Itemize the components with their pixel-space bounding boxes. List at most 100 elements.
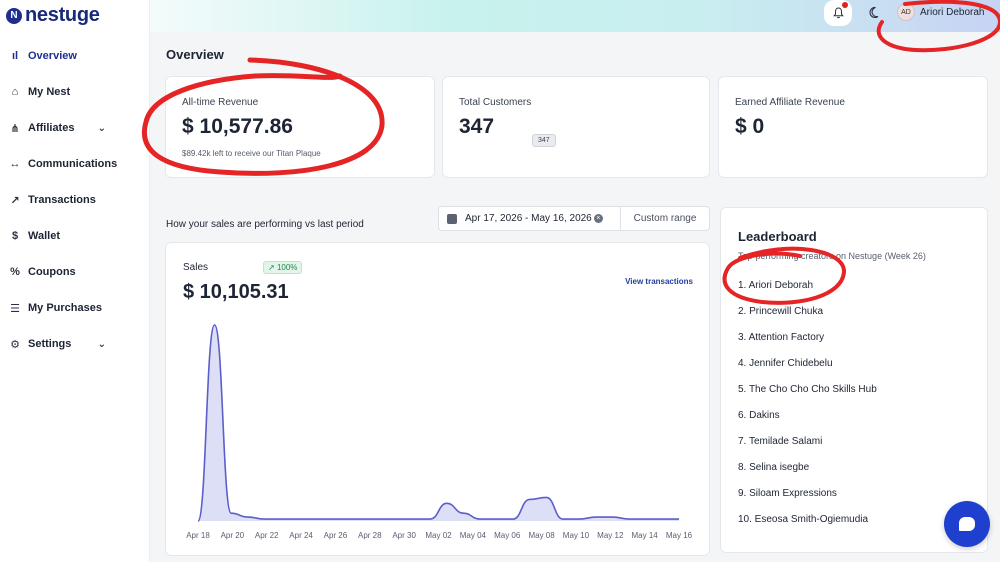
leaderboard-subtitle: Top-performing creators on Nestuge (Week… [738,251,926,261]
sidebar-item-communications[interactable]: ↔ Communications [0,146,150,182]
leaderboard-item: 3. Attention Factory [738,332,825,343]
leaderboard-item: 10. Eseosa Smith-Ogiemudia [738,514,869,525]
sidebar-item-label: Coupons [28,266,76,278]
bar-chart-icon: ıl [11,50,19,62]
leaderboard-item: 9. Siloam Expressions [738,488,837,499]
leaderboard-item: 6. Dakins [738,410,780,421]
sidebar-item-coupons[interactable]: % Coupons [0,254,150,290]
sidebar-item-transactions[interactable]: ↗ Transactions [0,182,150,218]
sales-change-badge: ↗ 100% [263,261,303,274]
date-range-picker: Apr 17, 2026 - May 16, 2026 × Custom ran… [438,206,710,231]
moon-icon [869,6,878,18]
leaderboard-list: 1. Ariori Deborah 2. Princewill Chuka 3. A… [738,280,877,540]
chevron-down-icon[interactable]: ⌄ [97,338,106,350]
date-range-value: Apr 17, 2026 - May 16, 2026 [465,213,592,224]
sales-card: Sales ↗ 100% $ 10,105.31 View transactio… [165,242,710,556]
chat-button[interactable] [944,501,990,547]
calendar-icon [447,213,457,224]
view-transactions-link[interactable]: View transactions [625,277,693,286]
x-tick-label: May 12 [597,531,624,540]
sidebar-nav: ıl Overview ⌂ My Nest ⋔ Affiliates ⌄ ↔ Communica… [0,38,150,362]
sales-label: Sales [183,262,209,273]
leaderboard-title: Leaderboard [738,229,817,244]
leaderboard-item: 1. Ariori Deborah [738,280,814,291]
percent-icon: % [10,266,20,278]
x-tick-label: Apr 26 [324,531,348,540]
x-tick-label: May 10 [563,531,590,540]
affiliate-revenue-label: Earned Affiliate Revenue [735,97,845,108]
sidebar-item-label: Overview [28,50,77,62]
logo-mark-icon: N [6,7,22,24]
sales-area [198,325,679,521]
x-tick-label: May 16 [666,531,693,540]
list-icon: ☰ [10,302,20,315]
x-tick-label: May 08 [528,531,555,540]
sales-line [197,324,679,522]
sidebar-item-my-nest[interactable]: ⌂ My Nest [0,74,150,110]
chat-bubble-icon [959,517,975,531]
x-tick-label: Apr 28 [358,531,382,540]
x-tick-label: Apr 20 [221,531,245,540]
top-bar [150,0,1000,32]
sidebar-item-label: Settings [28,338,72,350]
x-tick-label: May 14 [632,531,659,540]
nest-icon: ⌂ [11,86,19,98]
sidebar-item-label: Wallet [28,230,60,242]
arrows-icon: ↔ [9,158,21,170]
x-tick-label: May 02 [425,531,452,540]
leaderboard-item: 2. Princewill Chuka [738,306,824,317]
sidebar-item-affiliates[interactable]: ⋔ Affiliates ⌄ [0,110,150,146]
sales-value: $ 10,105.31 [183,281,289,303]
brand-logo[interactable]: N nestuge [6,4,100,27]
x-tick-label: Apr 22 [255,531,279,540]
customers-badge: 347 [532,134,556,147]
leaderboard-item: 8. Selina isegbe [738,462,810,473]
sidebar-item-label: My Purchases [28,302,102,314]
notifications-button[interactable] [824,0,852,26]
custom-range-button[interactable]: Custom range [633,213,697,224]
sales-chart: Apr 18 Apr 20 Apr 22 Apr 24 Apr 26 Apr 28 Apr … [186,324,693,540]
affiliates-icon: ⋔ [10,122,20,135]
sidebar-item-wallet[interactable]: $ Wallet [0,218,150,254]
brand-name: nestuge [25,4,100,26]
arrow-up-right-icon: ↗ [268,263,275,272]
date-range-field[interactable]: Apr 17, 2026 - May 16, 2026 × [439,207,621,230]
x-tick-label: Apr 18 [186,531,210,540]
sidebar-item-label: Affiliates [28,122,75,134]
sidebar-item-label: Transactions [28,194,96,206]
theme-toggle-button[interactable] [866,3,884,21]
sidebar-item-label: My Nest [28,86,71,98]
sidebar: N nestuge ıl Overview ⌂ My Nest ⋔ Affiliates ⌄… [0,0,150,562]
sidebar-item-settings[interactable]: ⚙ Settings ⌄ [0,326,150,362]
x-tick-label: May 06 [494,531,521,540]
leaderboard-card: Leaderboard Top-performing creators on N… [720,207,988,553]
sidebar-item-my-purchases[interactable]: ☰ My Purchases [0,290,150,326]
user-name: Ariori Deborah [920,6,985,18]
x-tick-label: Apr 30 [392,531,416,540]
avatar: AD [897,3,915,21]
affiliate-revenue-card: Earned Affiliate Revenue $ 0 [718,76,988,178]
leaderboard-item: 7. Temilade Salami [738,436,823,447]
revenue-card: All-time Revenue $ 10,577.86 $89.42k lef… [165,76,435,178]
customers-label: Total Customers [459,97,532,108]
revenue-label: All-time Revenue [182,97,259,108]
trend-icon: ↗ [10,194,20,207]
affiliate-revenue-value: $ 0 [735,115,765,138]
x-tick-label: May 04 [460,531,487,540]
sidebar-item-label: Communications [28,158,118,170]
customers-value: 347 [459,115,495,138]
revenue-value: $ 10,577.86 [182,115,293,138]
gear-icon: ⚙ [10,338,20,351]
sales-change-value: 100% [276,263,298,272]
performance-caption: How your sales are performing vs last pe… [166,219,364,230]
leaderboard-item: 5. The Cho Cho Cho Skills Hub [738,384,877,395]
x-tick-label: Apr 24 [289,531,313,540]
wallet-icon: $ [11,230,19,242]
user-menu[interactable]: AD Ariori Deborah [897,2,984,22]
sidebar-item-overview[interactable]: ıl Overview [0,38,150,74]
leaderboard-item: 4. Jennifer Chidebelu [738,358,833,369]
customers-card: Total Customers 347 347 [442,76,710,178]
chevron-down-icon[interactable]: ⌄ [97,122,106,134]
clear-icon[interactable]: × [593,214,603,223]
revenue-subtext: $89.42k left to receive our Titan Plaque [182,149,321,158]
